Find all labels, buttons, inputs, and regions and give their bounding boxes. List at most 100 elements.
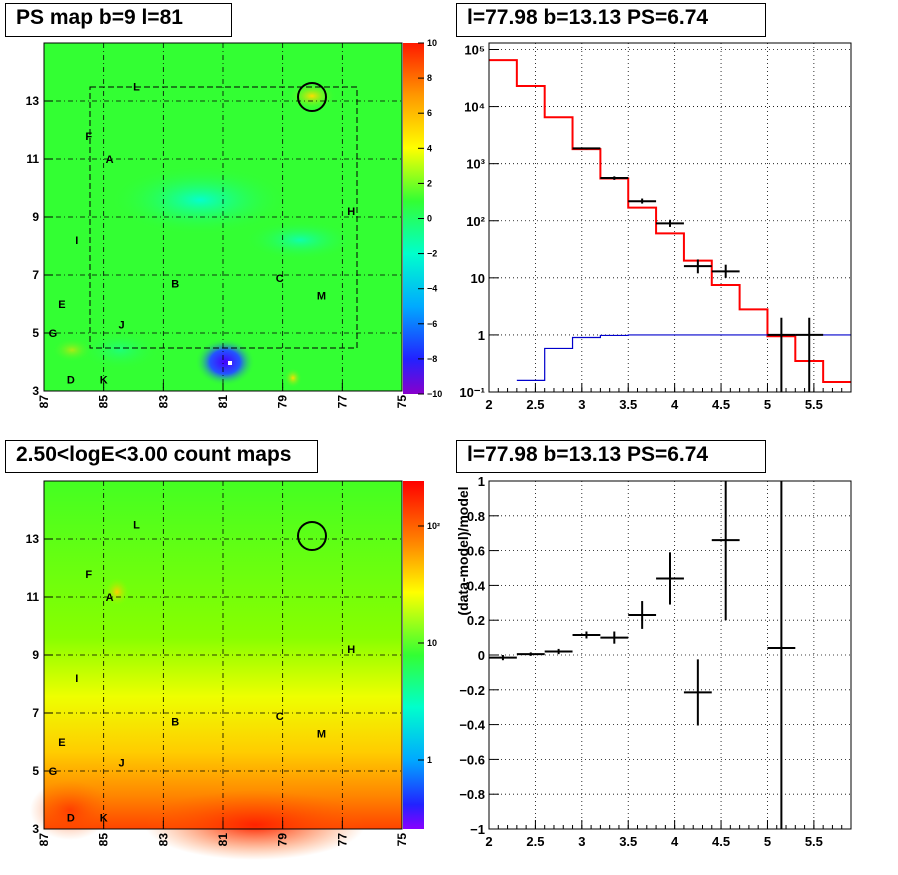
source-label-l: L	[133, 82, 140, 94]
colorbar-label: 8	[427, 73, 432, 83]
colorbar-label: 10	[427, 638, 437, 648]
count-map-source-circle	[297, 521, 327, 551]
ps-map-title: PS map b=9 l=81	[5, 3, 232, 37]
x-tick-label: 79	[276, 395, 290, 409]
count-map-colorbar-ticks: 10² 10 1	[418, 521, 440, 765]
x-tick-label: 85	[97, 395, 111, 409]
spectrum-title: l=77.98 b=13.13 PS=6.74	[456, 3, 766, 37]
spectrum-frame	[488, 42, 852, 393]
source-label-h: H	[347, 206, 355, 218]
x-tick-label: 4	[671, 834, 679, 849]
source-label-e: E	[58, 299, 65, 311]
source-label-f: F	[85, 131, 92, 143]
colorbar-label: 10	[427, 38, 437, 48]
source-label-f: F	[85, 569, 92, 581]
colorbar-label: −6	[427, 319, 437, 329]
y-tick-label: 13	[26, 532, 40, 546]
residual-points	[489, 481, 796, 829]
source-label-j: J	[119, 319, 125, 331]
colorbar-label: −10	[427, 389, 442, 399]
source-label-e: E	[58, 737, 65, 749]
colorbar-label: 4	[427, 143, 432, 153]
y-tick-label: −1	[470, 822, 485, 837]
ps-map-white-pixel	[228, 361, 232, 365]
x-tick-label: 2.5	[526, 397, 544, 412]
y-tick-label: 0	[478, 648, 485, 663]
ps-map-cyan-region	[80, 330, 160, 370]
count-map-hot-region	[145, 790, 365, 860]
residual-y-axis-label: (data-model)/model	[455, 486, 471, 615]
x-tick-label: 2	[485, 834, 492, 849]
model-step-line	[489, 59, 851, 383]
residual-grid	[489, 481, 851, 829]
x-tick-label: 75	[395, 833, 409, 847]
residual-axes: 2 2.5 3 3.5 4 4.5 5 5.5 −1 −0.8 −0.6 −0.4 −0.2 0 0.2 0.…	[459, 474, 852, 849]
source-label-m: M	[317, 728, 326, 740]
y-tick-label: 5	[32, 326, 39, 340]
spectrum-panel: 2 2.5 3 3.5 4 4.5 5 5.5 10⁻¹ 1 10 10² 10³ 10⁴ 10⁵	[459, 42, 852, 412]
source-label-k: K	[100, 374, 108, 386]
residual-title: l=77.98 b=13.13 PS=6.74	[456, 440, 766, 473]
y-tick-label: 7	[32, 706, 39, 720]
x-tick-label: 77	[335, 395, 349, 409]
x-tick-label: 3.5	[619, 834, 637, 849]
x-tick-label: 3	[578, 834, 585, 849]
y-tick-label: 1	[478, 474, 485, 489]
source-label-l: L	[133, 520, 140, 532]
source-label-c: C	[276, 273, 284, 285]
count-map-a-source	[105, 578, 129, 606]
x-tick-label: 81	[216, 833, 230, 847]
x-tick-label: 79	[276, 833, 290, 847]
y-tick-label: 0.6	[467, 544, 485, 559]
colorbar-label: 0	[427, 214, 432, 224]
count-map-hot-region	[30, 780, 110, 840]
colorbar-label: −8	[427, 354, 437, 364]
x-tick-label: 77	[335, 833, 349, 847]
y-tick-label: −0.2	[459, 683, 485, 698]
residual-panel: 2 2.5 3 3.5 4 4.5 5 5.5 −1 −0.8 −0.6 −0.4 −0.2 0 0.2 0.…	[455, 474, 852, 849]
y-tick-label: 11	[26, 590, 39, 604]
y-tick-label: 10²	[466, 214, 485, 229]
source-label-m: M	[317, 290, 326, 302]
x-tick-label: 87	[37, 395, 51, 409]
y-tick-label: −0.6	[459, 752, 485, 767]
ps-map-void-region	[195, 338, 255, 386]
source-label-g: G	[49, 328, 58, 340]
y-tick-label: 3	[32, 822, 39, 836]
y-tick-label: 0.8	[467, 509, 485, 524]
spectrum-series	[489, 59, 851, 392]
y-tick-label: 11	[26, 152, 39, 166]
x-tick-label: 81	[216, 395, 230, 409]
ps-map-cyan-region	[245, 220, 355, 260]
x-tick-label: 5	[764, 834, 771, 849]
colorbar-label: −4	[427, 284, 437, 294]
source-label-h: H	[347, 644, 355, 656]
ps-map-grid	[44, 43, 402, 391]
y-tick-label: 10⁻¹	[459, 385, 485, 400]
x-tick-label: 85	[97, 833, 111, 847]
x-tick-label: 83	[156, 833, 170, 847]
source-label-b: B	[171, 717, 179, 729]
y-tick-label: 10³	[466, 157, 485, 172]
source-label-a: A	[106, 592, 114, 604]
source-label-g: G	[49, 766, 58, 778]
ps-map-source-circle	[297, 82, 327, 112]
y-tick-label: 0.4	[467, 578, 486, 593]
spectrum-grid	[489, 43, 851, 392]
count-map-title: 2.50<logE<3.00 count maps	[5, 440, 318, 473]
ps-map-colorbar-ticks: 10 8 6 4 2 0 −2 −4 −6 −8 −10	[418, 38, 442, 399]
x-tick-label: 2	[485, 397, 492, 412]
x-tick-label: 83	[156, 395, 170, 409]
source-label-j: J	[119, 757, 125, 769]
y-tick-label: 10	[471, 271, 485, 286]
y-tick-label: −0.8	[459, 787, 485, 802]
ps-map-cyan-region	[110, 165, 290, 235]
ps-map-colorbar	[403, 43, 424, 394]
y-tick-label: 9	[32, 648, 39, 662]
y-tick-label: 13	[26, 94, 40, 108]
x-tick-label: 5.5	[805, 397, 823, 412]
